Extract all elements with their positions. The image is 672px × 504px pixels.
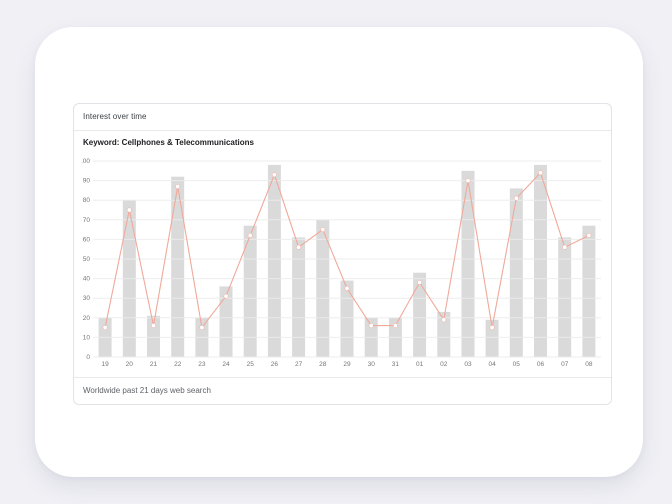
x-tick-label: 08 [585,361,593,368]
keyword-label: Keyword: Cellphones & Telecommunications [83,138,254,147]
bar[interactable] [171,176,185,357]
widget-footer: Worldwide past 21 days web search [74,377,611,404]
x-tick-label: 23 [198,361,206,368]
x-tick-label: 06 [537,361,545,368]
y-tick-label: 80 [83,197,91,204]
data-point[interactable] [368,323,374,329]
data-point[interactable] [102,325,108,331]
data-point[interactable] [465,178,471,184]
x-tick-label: 22 [174,361,182,368]
y-tick-label: 0 [86,354,90,361]
x-tick-label: 03 [464,361,472,368]
bar[interactable] [340,280,354,357]
data-point[interactable] [586,233,592,238]
y-tick-label: 30 [83,295,91,302]
bar[interactable] [147,315,160,357]
x-tick-label: 28 [319,361,327,368]
x-tick-label: 19 [101,361,109,368]
x-tick-label: 30 [368,361,376,368]
footer-caption: Worldwide past 21 days web search [83,386,211,395]
content-card: Interest over time Keyword: Cellphones &… [35,27,643,477]
data-point[interactable] [175,184,181,189]
bar[interactable] [219,286,233,357]
bar[interactable] [558,237,572,357]
data-point[interactable] [151,323,156,329]
x-tick-label: 04 [488,361,496,368]
x-tick-label: 26 [271,361,279,368]
data-point[interactable] [247,233,253,238]
data-point[interactable] [223,293,229,299]
interest-chart[interactable]: 0102030405060708090100192021222324252627… [82,152,603,374]
data-point[interactable] [126,207,132,213]
x-tick-label: 21 [150,361,158,368]
data-point[interactable] [296,244,302,250]
bar[interactable] [437,311,451,357]
x-tick-label: 24 [222,361,230,368]
data-point[interactable] [344,285,350,291]
x-tick-label: 01 [416,361,424,368]
bar[interactable] [267,164,281,357]
x-tick-label: 25 [247,361,255,368]
bar[interactable] [316,219,330,357]
x-tick-label: 20 [126,361,134,368]
x-tick-label: 02 [440,361,448,368]
data-point[interactable] [417,280,423,285]
widget-header: Interest over time [74,104,611,131]
x-tick-label: 29 [343,361,351,368]
bar[interactable] [534,164,547,357]
widget-title: Interest over time [83,112,147,121]
data-point[interactable] [320,227,326,233]
x-tick-label: 31 [392,361,400,368]
y-tick-label: 100 [82,158,90,165]
x-tick-label: 07 [561,361,569,368]
chart-canvas[interactable]: 0102030405060708090100192021222324252627… [82,152,603,374]
y-tick-label: 60 [83,236,91,243]
x-tick-label: 05 [513,361,521,368]
y-tick-label: 70 [83,217,91,224]
data-point[interactable] [489,325,495,331]
x-tick-label: 27 [295,361,303,368]
bar[interactable] [485,319,499,357]
interest-over-time-widget: Interest over time Keyword: Cellphones &… [73,103,612,405]
y-tick-label: 40 [83,276,91,283]
y-tick-label: 90 [83,178,91,185]
data-point[interactable] [441,317,447,323]
bar[interactable] [509,188,523,357]
data-point[interactable] [199,325,205,331]
data-point[interactable] [513,195,519,201]
data-point[interactable] [392,323,398,329]
y-tick-label: 20 [83,315,91,322]
bar[interactable] [461,170,475,357]
bar[interactable] [413,272,427,357]
y-tick-label: 10 [83,334,91,341]
data-point[interactable] [562,244,568,250]
data-point[interactable] [538,170,543,176]
data-point[interactable] [271,172,277,178]
y-tick-label: 50 [83,256,91,263]
bar[interactable] [292,237,306,357]
